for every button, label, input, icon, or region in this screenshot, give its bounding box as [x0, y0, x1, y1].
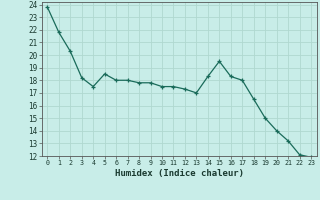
X-axis label: Humidex (Indice chaleur): Humidex (Indice chaleur) — [115, 169, 244, 178]
